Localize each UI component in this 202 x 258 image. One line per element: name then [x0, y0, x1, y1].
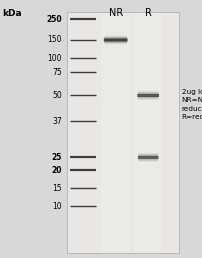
Bar	[67, 12, 178, 253]
FancyBboxPatch shape	[138, 160, 157, 162]
Text: 20: 20	[51, 166, 62, 175]
FancyBboxPatch shape	[104, 37, 126, 39]
FancyBboxPatch shape	[104, 43, 126, 44]
FancyBboxPatch shape	[138, 158, 157, 160]
FancyBboxPatch shape	[138, 153, 157, 155]
FancyBboxPatch shape	[137, 156, 158, 159]
Text: 37: 37	[52, 117, 62, 126]
Text: NR: NR	[108, 8, 122, 18]
FancyBboxPatch shape	[138, 155, 157, 157]
FancyBboxPatch shape	[104, 41, 126, 43]
Bar	[133, 13, 162, 252]
Text: 25: 25	[51, 153, 62, 162]
Text: 15: 15	[52, 184, 62, 193]
FancyBboxPatch shape	[137, 94, 158, 97]
Text: kDa: kDa	[2, 9, 22, 18]
Text: 250: 250	[46, 15, 62, 24]
Text: 150: 150	[47, 36, 62, 44]
Text: 75: 75	[52, 68, 62, 77]
Text: 2ug loading
NR=Non-
reduced
R=reduced: 2ug loading NR=Non- reduced R=reduced	[181, 89, 202, 120]
Text: R: R	[144, 8, 151, 18]
FancyBboxPatch shape	[103, 38, 127, 42]
FancyBboxPatch shape	[137, 93, 158, 95]
Bar	[101, 13, 129, 252]
Text: 100: 100	[47, 54, 62, 62]
FancyBboxPatch shape	[137, 96, 158, 98]
Text: 10: 10	[52, 202, 62, 211]
Text: 50: 50	[52, 91, 62, 100]
FancyBboxPatch shape	[104, 36, 126, 37]
FancyBboxPatch shape	[137, 91, 158, 93]
FancyBboxPatch shape	[137, 98, 158, 100]
